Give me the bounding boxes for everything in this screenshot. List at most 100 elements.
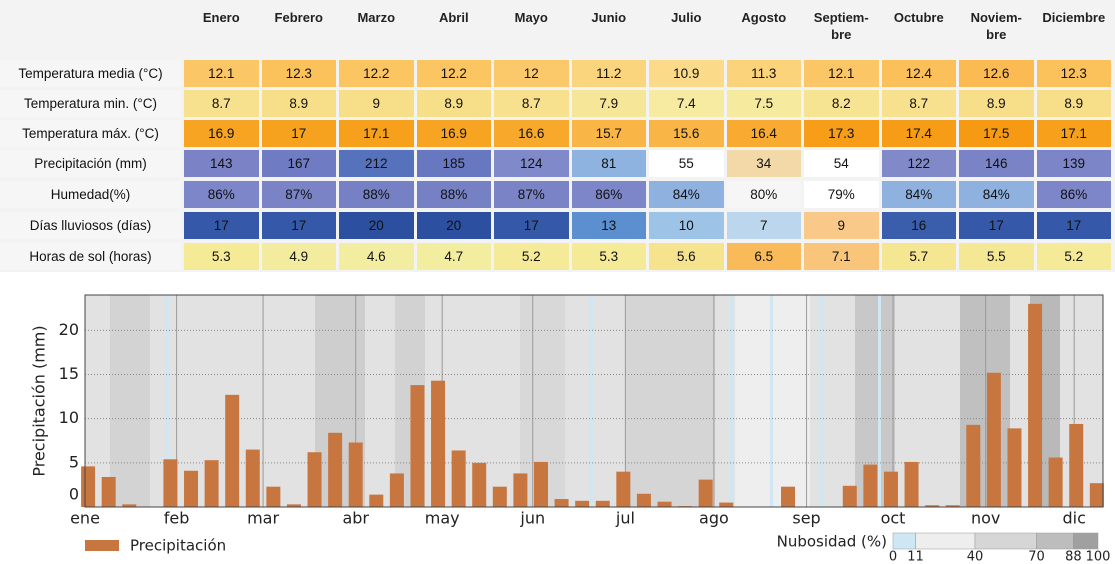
table-cell: 12.1 xyxy=(184,60,259,87)
column-header: Julio xyxy=(671,10,702,25)
bar xyxy=(369,494,384,507)
row-label: Humedad(%) xyxy=(0,181,181,208)
bar xyxy=(883,471,898,507)
table-cell: 11.3 xyxy=(726,60,801,87)
table-cell: 15.7 xyxy=(571,120,646,147)
table-cell: 17.1 xyxy=(339,120,414,147)
table-cell: 15.6 xyxy=(649,120,724,147)
bar xyxy=(204,460,219,507)
bar xyxy=(513,473,528,507)
x-tick-label: dic xyxy=(1062,509,1085,528)
bar xyxy=(986,372,1001,507)
x-tick-label: jul xyxy=(615,509,635,528)
table-cell: 17 xyxy=(494,212,569,239)
cloud-tick-label: 100 xyxy=(1086,550,1111,564)
table-cell: 8.2 xyxy=(804,90,879,117)
row-label: Temperatura media (°C) xyxy=(0,60,181,87)
x-tick-label: ene xyxy=(70,509,100,528)
table-cell: 10.9 xyxy=(649,60,724,87)
table-cell: 8.9 xyxy=(1036,90,1111,117)
table-cell: 16.4 xyxy=(726,120,801,147)
table-cell: 8.7 xyxy=(494,90,569,117)
cloud-swatch xyxy=(974,532,1037,550)
bar xyxy=(698,479,713,507)
column-header: Junio xyxy=(591,10,627,25)
bar xyxy=(595,500,610,507)
column-header: Octubre xyxy=(893,10,944,25)
x-tick-label: jun xyxy=(519,509,545,528)
cloud-tick-label: 11 xyxy=(907,550,924,564)
bar xyxy=(1069,423,1084,507)
column-header: Diciembre xyxy=(1042,10,1106,25)
bar xyxy=(431,380,446,507)
bar xyxy=(925,505,940,507)
table-cell: 87% xyxy=(261,181,336,208)
table-cell: 8.9 xyxy=(959,90,1034,117)
table-cell: 4.7 xyxy=(416,243,491,270)
table-cell: 9 xyxy=(339,90,414,117)
table-cell: 16.9 xyxy=(416,120,491,147)
column-header: Abril xyxy=(438,10,469,25)
bar xyxy=(307,452,322,507)
column-header: Febrero xyxy=(274,10,323,25)
table-cell: 17.3 xyxy=(804,120,879,147)
table-cell: 17 xyxy=(261,120,336,147)
bar xyxy=(616,471,631,507)
table-cell: 84% xyxy=(959,181,1034,208)
table-cell: 5.5 xyxy=(959,243,1034,270)
bar xyxy=(225,394,240,507)
table-cell: 146 xyxy=(959,150,1034,177)
table-cell: 12.1 xyxy=(804,60,879,87)
x-tick-label: oct xyxy=(881,509,906,528)
table-cell: 86% xyxy=(1036,181,1111,208)
table-cell: 12.4 xyxy=(881,60,956,87)
table-cell: 143 xyxy=(184,150,259,177)
cloud-tick-label: 0 xyxy=(889,550,897,564)
table-cell: 81 xyxy=(571,150,646,177)
table-cell: 17.1 xyxy=(1036,120,1111,147)
table-cell: 12.2 xyxy=(339,60,414,87)
table-cell: 167 xyxy=(261,150,336,177)
table-cell: 8.7 xyxy=(184,90,259,117)
x-tick-label: ago xyxy=(699,509,729,528)
bar xyxy=(1048,457,1063,507)
table-cell: 10 xyxy=(649,212,724,239)
bar xyxy=(1028,303,1043,507)
cloud-swatch xyxy=(1036,532,1074,550)
bar xyxy=(266,486,281,507)
table-cell: 87% xyxy=(494,181,569,208)
bar xyxy=(410,385,425,507)
bar xyxy=(904,461,919,507)
x-tick-label: nov xyxy=(971,509,1000,528)
table-cell: 12 xyxy=(494,60,569,87)
table-cell: 17 xyxy=(1036,212,1111,239)
table-cell: 185 xyxy=(416,150,491,177)
x-tick-label: may xyxy=(425,509,460,528)
table-cell: 7 xyxy=(726,212,801,239)
bar xyxy=(636,493,651,507)
table-cell: 4.6 xyxy=(339,243,414,270)
table-cell: 5.7 xyxy=(881,243,956,270)
table-cell: 17 xyxy=(959,212,1034,239)
bar xyxy=(245,449,260,507)
table-cell: 12.6 xyxy=(959,60,1034,87)
bar xyxy=(184,470,199,507)
table-cell: 34 xyxy=(726,150,801,177)
table-cell: 17.4 xyxy=(881,120,956,147)
y-tick-label: 0 xyxy=(69,485,79,504)
table-cell: 17 xyxy=(261,212,336,239)
bar xyxy=(554,499,569,507)
bar xyxy=(1007,428,1022,507)
cloud-legend-title: Nubosidad (%) xyxy=(777,533,887,551)
row-label: Precipitación (mm) xyxy=(0,150,181,177)
table-cell: 7.9 xyxy=(571,90,646,117)
column-header: Enero xyxy=(202,10,240,25)
cloud-tick-label: 40 xyxy=(967,550,984,564)
table-cell: 13 xyxy=(571,212,646,239)
x-tick-label: mar xyxy=(247,509,279,528)
column-header: Septiem- bre xyxy=(813,10,869,42)
bar xyxy=(328,432,343,507)
table-cell: 80% xyxy=(726,181,801,208)
legend-label: Precipitación xyxy=(130,537,226,555)
